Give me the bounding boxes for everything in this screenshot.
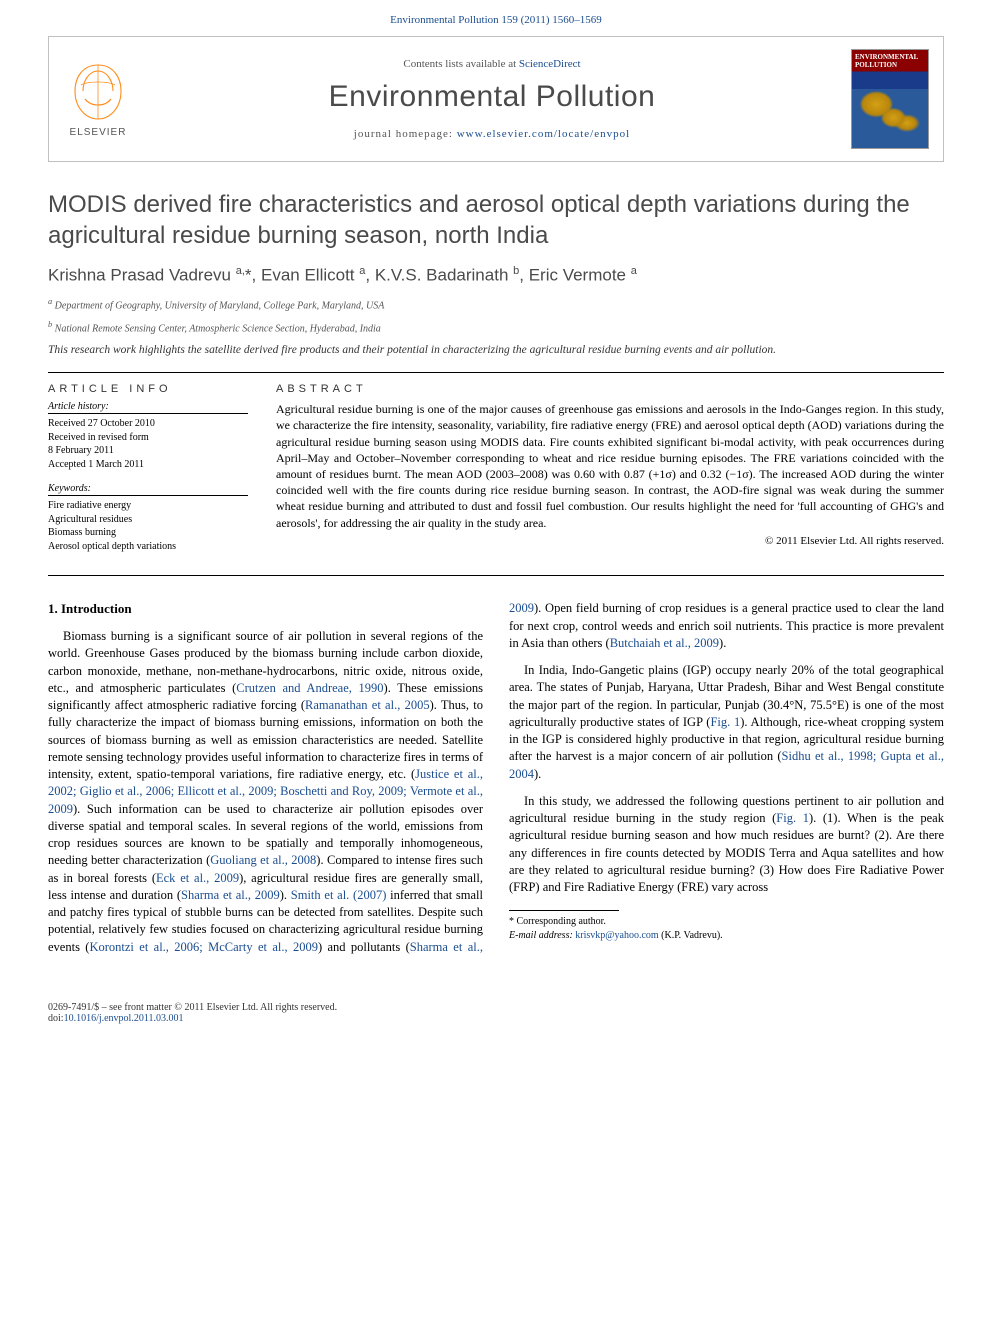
issn-line: 0269-7491/$ – see front matter © 2011 El…: [48, 1002, 337, 1013]
cover-thumb-map-graphic: [856, 88, 924, 142]
history-line-2: 8 February 2011: [48, 444, 248, 458]
article-info-column: ARTICLE INFO Article history: Received 2…: [48, 383, 248, 565]
elsevier-logo: ELSEVIER: [63, 59, 133, 139]
contents-prefix: Contents lists available at: [403, 58, 518, 70]
footer-left: 0269-7491/$ – see front matter © 2011 El…: [48, 1002, 337, 1024]
history-label: Article history:: [48, 401, 248, 414]
cover-thumb-title: ENVIRONMENTAL POLLUTION: [855, 54, 925, 69]
article-info-heading: ARTICLE INFO: [48, 383, 248, 395]
ref-fig1a[interactable]: Fig. 1: [710, 715, 740, 729]
contents-available-line: Contents lists available at ScienceDirec…: [147, 58, 837, 70]
history-line-3: Accepted 1 March 2011: [48, 458, 248, 472]
homepage-line: journal homepage: www.elsevier.com/locat…: [147, 128, 837, 140]
email-line: E-mail address: krisvkp@yahoo.com (K.P. …: [509, 929, 944, 943]
ref-guoliang-2008[interactable]: Guoliang et al., 2008: [210, 853, 316, 867]
p2-text: ). Open field burning of crop residues i…: [509, 601, 944, 650]
doi-link[interactable]: 10.1016/j.envpol.2011.03.001: [64, 1013, 184, 1024]
affiliations: a Department of Geography, University of…: [48, 296, 944, 337]
info-abstract-row: ARTICLE INFO Article history: Received 2…: [48, 383, 944, 565]
history-line-1: Received in revised form: [48, 431, 248, 445]
affiliation-a: a Department of Geography, University of…: [48, 296, 944, 313]
keyword-3: Aerosol optical depth variations: [48, 540, 248, 554]
ref-fig1b[interactable]: Fig. 1: [776, 811, 809, 825]
abstract-column: ABSTRACT Agricultural residue burning is…: [276, 383, 944, 565]
keyword-2: Biomass burning: [48, 526, 248, 540]
keyword-0: Fire radiative energy: [48, 499, 248, 513]
article-container: MODIS derived fire characteristics and a…: [0, 190, 992, 996]
header-reference: Environmental Pollution 159 (2011) 1560–…: [390, 14, 602, 26]
journal-name: Environmental Pollution: [147, 80, 837, 114]
ref-smith-2007[interactable]: Smith et al. (2007): [291, 888, 387, 902]
ref-sharma-2009a[interactable]: Sharma et al., 2009: [181, 888, 280, 902]
ref-eck-2009[interactable]: Eck et al., 2009: [156, 871, 239, 885]
doi-label: doi:: [48, 1013, 64, 1024]
body-columns: 1. Introduction Biomass burning is a sig…: [48, 600, 944, 956]
intro-paragraph-4: In this study, we addressed the followin…: [509, 793, 944, 897]
p3-text: ).: [534, 767, 541, 781]
divider-bottom: [48, 575, 944, 576]
article-history-block: Article history: Received 27 October 201…: [48, 401, 248, 471]
affiliation-b: b National Remote Sensing Center, Atmosp…: [48, 319, 944, 336]
keyword-1: Agricultural residues: [48, 513, 248, 527]
doi-line: doi:10.1016/j.envpol.2011.03.001: [48, 1013, 337, 1024]
abstract-copyright: © 2011 Elsevier Ltd. All rights reserved…: [276, 535, 944, 547]
journal-cover-thumbnail: ENVIRONMENTAL POLLUTION: [851, 49, 929, 149]
email-suffix: (K.P. Vadrevu).: [659, 930, 723, 941]
sciencedirect-link[interactable]: ScienceDirect: [519, 58, 581, 70]
email-label: E-mail address:: [509, 930, 575, 941]
ref-crutzen-1990[interactable]: Crutzen and Andreae, 1990: [236, 681, 383, 695]
p2-text: ) and pollutants (: [318, 940, 410, 954]
running-header: Environmental Pollution 159 (2011) 1560–…: [0, 0, 992, 36]
history-line-0: Received 27 October 2010: [48, 417, 248, 431]
keywords-label: Keywords:: [48, 483, 248, 496]
divider-top: [48, 372, 944, 373]
intro-paragraph-3: In India, Indo-Gangetic plains (IGP) occ…: [509, 662, 944, 783]
journal-masthead: ELSEVIER Contents lists available at Sci…: [48, 36, 944, 162]
keywords-block: Keywords: Fire radiative energy Agricult…: [48, 483, 248, 553]
footnote-rule: [509, 910, 619, 911]
p2-text: ).: [280, 888, 291, 902]
ref-butchaiah-2009[interactable]: Butchaiah et al., 2009: [610, 636, 719, 650]
elsevier-wordmark: ELSEVIER: [70, 127, 127, 138]
homepage-link[interactable]: www.elsevier.com/locate/envpol: [457, 128, 630, 140]
author-list: Krishna Prasad Vadrevu a,*, Evan Ellicot…: [48, 265, 944, 286]
corresponding-email-link[interactable]: krisvkp@yahoo.com: [575, 930, 658, 941]
homepage-prefix: journal homepage:: [354, 128, 457, 140]
section-heading-intro: 1. Introduction: [48, 600, 483, 618]
article-title: MODIS derived fire characteristics and a…: [48, 190, 944, 251]
footnotes: * Corresponding author. E-mail address: …: [509, 915, 944, 942]
ref-ramanathan-2005[interactable]: Ramanathan et al., 2005: [305, 698, 430, 712]
p2-text: ).: [719, 636, 726, 650]
corresponding-author-note: * Corresponding author.: [509, 915, 944, 929]
page-footer: 0269-7491/$ – see front matter © 2011 El…: [0, 996, 992, 1044]
abstract-text: Agricultural residue burning is one of t…: [276, 401, 944, 531]
masthead-center: Contents lists available at ScienceDirec…: [147, 58, 837, 140]
ref-korontzi-mccarty[interactable]: Korontzi et al., 2006; McCarty et al., 2…: [89, 940, 318, 954]
abstract-heading: ABSTRACT: [276, 383, 944, 395]
highlight-statement: This research work highlights the satell…: [48, 343, 944, 359]
